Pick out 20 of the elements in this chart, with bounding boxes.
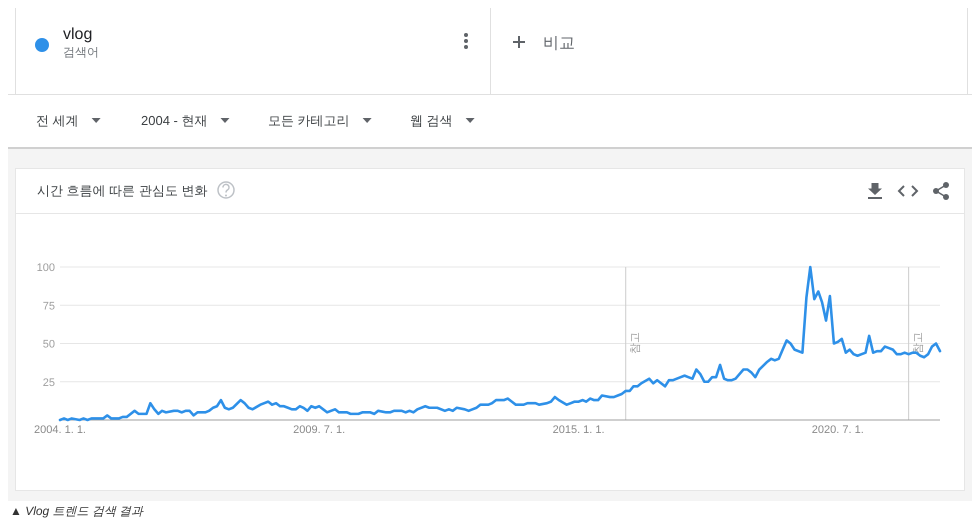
y-tick-label: 100 (36, 262, 55, 274)
x-tick-label: 2004. 1. 1. (34, 424, 86, 436)
ref-line-label: 참고 (912, 332, 925, 354)
x-tick-label: 2015. 1. 1. (552, 424, 605, 436)
y-tick-label: 75 (42, 300, 55, 312)
text: 모든 카테고리 (268, 113, 350, 128)
text: 비교 (543, 35, 575, 52)
chart-title: 시간 흐름에 따른 관심도 변화 (37, 183, 208, 198)
line-series (58, 266, 942, 422)
x-tick-label: 2009. 7. 1. (293, 424, 346, 436)
text: ▲ Vlog 트렌드 검색 결과 (10, 504, 144, 518)
text: 웹 검색 (410, 113, 453, 128)
text: 전 세계 (36, 113, 79, 128)
text: 검색어 (63, 45, 99, 59)
x-tick-label: 2020. 7. 1. (812, 424, 864, 436)
ref-line-label: 참고 (630, 332, 642, 354)
y-tick-label: 25 (42, 376, 55, 389)
y-tick-label: 50 (42, 338, 55, 350)
text: 2004 - 현재 (141, 113, 208, 128)
legend-label: vlog (63, 26, 92, 43)
